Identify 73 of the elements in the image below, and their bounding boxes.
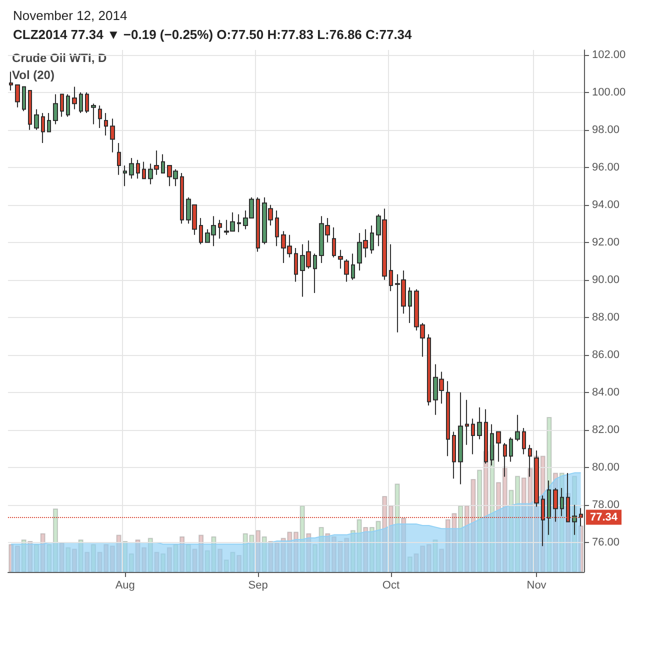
- candlestick: [72, 86, 77, 110]
- candlestick: [41, 112, 45, 144]
- candlestick: [427, 334, 431, 406]
- y-tick-label: 94.00: [592, 198, 620, 211]
- y-tick-label: 96.00: [592, 161, 620, 174]
- y-tick-label: 86.00: [592, 348, 620, 361]
- y-tick-label: 80.00: [592, 461, 620, 474]
- x-tick-label: Aug: [115, 580, 135, 592]
- annotation: Vol (20): [12, 68, 54, 82]
- y-tick-label: 100.00: [592, 86, 626, 98]
- x-tick-label: Sep: [248, 580, 268, 592]
- candlestick: [515, 414, 520, 442]
- candlestick: [66, 94, 70, 118]
- candlestick: [104, 112, 108, 136]
- y-tick-label: 98.00: [592, 124, 620, 136]
- candlestick: [180, 172, 184, 224]
- candlestick: [85, 92, 89, 114]
- y-tick-label: 76.00: [592, 536, 620, 548]
- candlestick: [458, 392, 463, 485]
- candlestick: [237, 214, 241, 233]
- candlestick: [351, 253, 355, 280]
- candlestick: [98, 105, 102, 128]
- candlestick: [344, 258, 349, 282]
- candlestick: [123, 165, 127, 187]
- candlestick: [91, 103, 96, 125]
- candlestick: [465, 399, 469, 446]
- candlestick: [136, 159, 140, 180]
- candlestick: [496, 431, 501, 462]
- candlestick: [477, 406, 482, 440]
- candlestick: [161, 154, 165, 174]
- candlestick: [117, 142, 121, 176]
- candlestick: [503, 442, 507, 478]
- y-tick-label: 102.00: [592, 48, 626, 61]
- candlestick: [332, 226, 336, 258]
- candlestick: [294, 248, 298, 282]
- candlestick: [53, 94, 58, 125]
- candlestick: [15, 84, 20, 108]
- candlestick: [22, 86, 26, 112]
- candlestick: [9, 71, 13, 91]
- candlestick: [471, 418, 475, 455]
- candlestick: [79, 92, 83, 114]
- candlestick: [509, 436, 513, 462]
- candlestick: [199, 218, 203, 245]
- y-tick-label: 82.00: [592, 424, 620, 436]
- candlestick: [47, 112, 51, 132]
- candlestick: [446, 380, 450, 457]
- y-tick-label: 90.00: [592, 274, 620, 286]
- candlestick: [142, 161, 146, 180]
- y-tick-label: 92.00: [592, 236, 620, 248]
- candlestick: [528, 444, 532, 478]
- candlestick: [110, 118, 115, 153]
- candlestick: [313, 253, 317, 294]
- candlestick: [60, 94, 64, 118]
- candlestick: [34, 108, 39, 130]
- candlestick: [129, 158, 134, 180]
- candlestick: [522, 428, 526, 455]
- candlestick: [275, 210, 279, 247]
- x-tick-label: Oct: [382, 580, 400, 592]
- chart-title: November 12, 2014: [13, 8, 128, 23]
- candlestick: [452, 431, 456, 480]
- candlestick: [28, 90, 32, 130]
- candlestick: [389, 244, 393, 292]
- candlestick: [370, 225, 374, 254]
- candlestick: [218, 219, 222, 240]
- y-tick-label: 88.00: [592, 311, 620, 324]
- candlestick: [338, 249, 343, 270]
- ref-line-label: 77.34: [590, 511, 618, 524]
- y-tick-label: 84.00: [592, 386, 620, 398]
- y-tick-label: 78.00: [592, 498, 620, 511]
- candlestick: [256, 196, 260, 252]
- candlestick: [408, 286, 412, 324]
- x-tick-label: Nov: [526, 580, 547, 592]
- chart-subtitle: CLZ2014 77.34 ▼ −0.19 (−0.25%) O:77.50 H:77.83 L:76.86 C:77.34: [13, 27, 413, 42]
